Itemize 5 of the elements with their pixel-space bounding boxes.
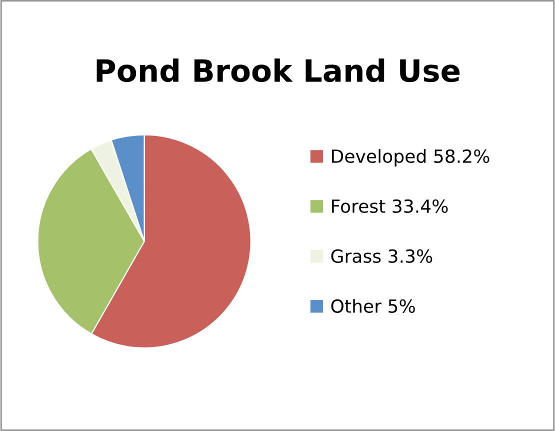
legend-label: Developed 58.2% (332, 149, 490, 167)
chart-title: Pond Brook Land Use (96, 58, 460, 82)
legend-label: Other 5% (331, 298, 415, 313)
legend-label: Grass 3.3% (331, 249, 432, 263)
legend-label: Forest 33.4% (332, 199, 448, 213)
